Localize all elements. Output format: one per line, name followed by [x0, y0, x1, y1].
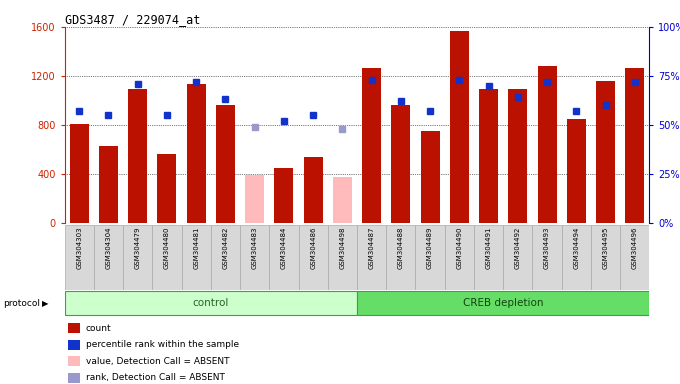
Bar	[328, 225, 357, 290]
Bar	[304, 157, 322, 223]
Bar	[152, 225, 182, 290]
Bar	[67, 339, 80, 350]
Text: GSM304303: GSM304303	[76, 227, 82, 269]
Text: GSM304480: GSM304480	[164, 227, 170, 269]
Bar	[269, 225, 299, 290]
Text: value, Detection Call = ABSENT: value, Detection Call = ABSENT	[86, 357, 229, 366]
Bar	[158, 154, 176, 223]
Text: count: count	[86, 324, 112, 333]
Text: GSM304492: GSM304492	[515, 227, 521, 269]
Bar	[562, 225, 591, 290]
Text: GSM304481: GSM304481	[193, 227, 199, 269]
Text: GSM304486: GSM304486	[310, 227, 316, 269]
Text: GSM304304: GSM304304	[105, 227, 112, 269]
Bar	[240, 225, 269, 290]
Text: GSM304488: GSM304488	[398, 227, 404, 269]
Bar	[216, 105, 235, 223]
Text: percentile rank within the sample: percentile rank within the sample	[86, 340, 239, 349]
Bar	[445, 225, 474, 290]
Bar	[362, 68, 381, 223]
Text: GSM304494: GSM304494	[573, 227, 579, 269]
Bar	[182, 225, 211, 290]
Bar	[357, 225, 386, 290]
Bar	[129, 89, 147, 223]
Bar	[596, 81, 615, 223]
Text: GSM304487: GSM304487	[369, 227, 375, 269]
Bar	[509, 89, 527, 223]
Bar	[567, 119, 585, 223]
Bar	[70, 124, 88, 223]
Bar	[245, 175, 264, 223]
Text: GDS3487 / 229074_at: GDS3487 / 229074_at	[65, 13, 200, 26]
Bar	[123, 225, 152, 290]
Text: GSM304495: GSM304495	[602, 227, 609, 269]
Bar	[415, 225, 445, 290]
Text: GSM304489: GSM304489	[427, 227, 433, 269]
Bar	[479, 89, 498, 223]
Bar	[94, 225, 123, 290]
Text: GSM304491: GSM304491	[486, 227, 492, 269]
Bar	[211, 225, 240, 290]
Text: GSM304493: GSM304493	[544, 227, 550, 269]
Bar	[357, 291, 649, 316]
Bar	[65, 225, 94, 290]
Bar	[386, 225, 415, 290]
Bar	[421, 131, 439, 223]
Text: GSM304484: GSM304484	[281, 227, 287, 269]
Bar	[67, 323, 80, 333]
Bar	[99, 146, 118, 223]
Text: ▶: ▶	[42, 299, 49, 308]
Bar	[187, 84, 205, 223]
Bar	[474, 225, 503, 290]
Text: control: control	[192, 298, 229, 308]
Bar	[275, 168, 293, 223]
Bar	[333, 177, 352, 223]
Bar	[532, 225, 562, 290]
Text: GSM304479: GSM304479	[135, 227, 141, 269]
Text: GSM304483: GSM304483	[252, 227, 258, 269]
Bar	[503, 225, 532, 290]
Bar	[450, 31, 469, 223]
Bar	[591, 225, 620, 290]
Bar	[620, 225, 649, 290]
Bar	[626, 68, 644, 223]
Text: CREB depletion: CREB depletion	[463, 298, 543, 308]
Bar	[67, 356, 80, 366]
Text: GSM304482: GSM304482	[222, 227, 228, 269]
Bar	[299, 225, 328, 290]
Text: rank, Detection Call = ABSENT: rank, Detection Call = ABSENT	[86, 373, 224, 382]
Text: GSM304490: GSM304490	[456, 227, 462, 269]
Text: protocol: protocol	[3, 299, 40, 308]
Text: GSM304496: GSM304496	[632, 227, 638, 269]
Bar	[65, 291, 357, 316]
Bar	[538, 66, 556, 223]
Bar	[67, 372, 80, 383]
Bar	[392, 105, 410, 223]
Text: GSM304498: GSM304498	[339, 227, 345, 269]
